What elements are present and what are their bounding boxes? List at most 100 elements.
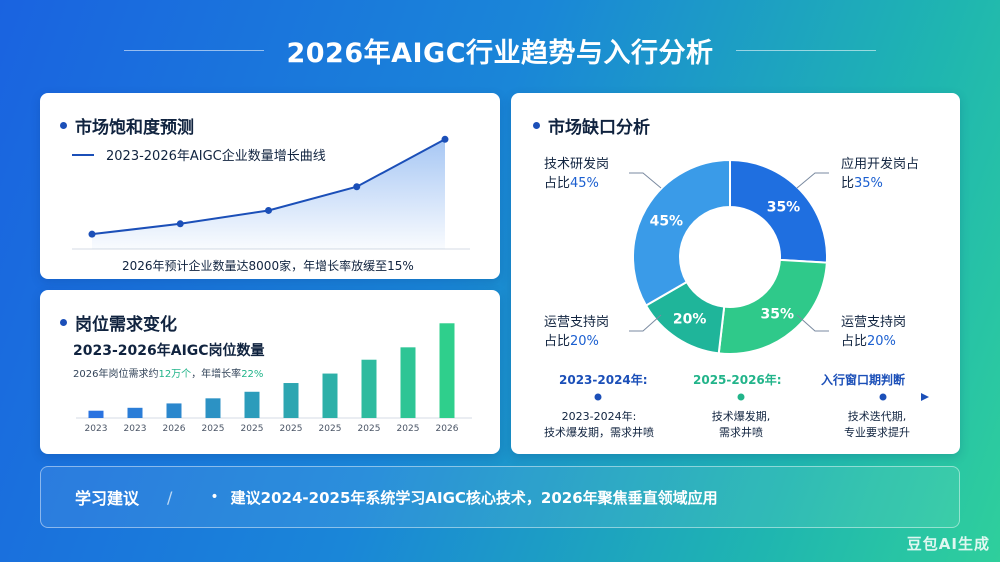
watermark: 豆包AI生成 <box>906 535 990 553</box>
bar-tick-label-1: 2023 <box>85 424 108 434</box>
demand-card: 岗位需求变化 2023-2026年AIGC岗位数量 2026年岗位需求约12万个… <box>40 290 500 454</box>
donut-slice-label-4: 45% <box>650 213 684 229</box>
bar-8 <box>361 359 377 418</box>
timeline-head-1: 2023-2024年: <box>559 373 648 387</box>
donut-slice-label-2: 35% <box>760 306 794 322</box>
advice-title: 学习建议 <box>75 489 140 508</box>
title-divider-left <box>124 49 265 51</box>
bar-4 <box>205 398 221 418</box>
bar-tick-label-2: 2023 <box>124 424 147 434</box>
donut-leader-line-2 <box>796 172 829 189</box>
timeline-desc-1-line1: 2023-2024年: <box>561 410 637 423</box>
timeline-dot-1 <box>594 393 602 401</box>
gap-label-research: 技术研发岗 占比45% <box>544 155 634 193</box>
timeline-desc-3: 技术迭代期, 专业要求提升 <box>827 409 927 441</box>
bar-tick-label-10: 2026 <box>436 424 459 434</box>
gap-card-title: 市场缺口分析 <box>533 113 650 138</box>
timeline-desc-2-line1: 技术爆发期, <box>711 410 771 423</box>
saturation-legend: 2023-2026年AIGC企业数量增长曲线 <box>72 145 326 164</box>
gap-label-appdev: 应用开发岗占 比35% <box>841 155 931 193</box>
demand-bar-chart: 2023 2023 2026 2025 2025 2025 2025 2025 2025 2026 <box>76 323 472 434</box>
bar-tick-label-5: 2025 <box>241 424 264 434</box>
timeline-head-3: 入行窗口期判断 <box>821 373 906 387</box>
advice-bar: 学习建议 / • 建议2024-2025年系统学习AIGC核心技术，2026年聚… <box>40 466 960 528</box>
timeline-dot-2 <box>737 393 745 401</box>
demand-title-text: 岗位需求变化 <box>75 315 177 335</box>
advice-separator: / <box>167 487 173 507</box>
gap-label-research-line2: 占比 <box>544 176 571 191</box>
demand-subtitle: 2023-2026年AIGC岗位数量 <box>73 343 265 359</box>
gap-label-ops-right: 运营支持岗 占比20% <box>841 313 931 351</box>
demand-card-title: 岗位需求变化 <box>60 310 177 335</box>
gap-label-appdev-line1: 应用开发岗占 <box>841 157 920 172</box>
bullet-dot-icon <box>533 122 540 129</box>
entry-timeline: 2023-2024年: 2025-2026年: 入行窗口期判断 2023-202… <box>541 371 931 451</box>
timeline-arrow-icon <box>921 393 929 401</box>
demand-note: 2026年岗位需求约12万个，年增长率22% <box>73 365 263 380</box>
gap-label-ops-left-line2: 占比 <box>544 334 571 349</box>
bullet-dot-icon <box>60 122 67 129</box>
timeline-desc-2-line2: 需求井喷 <box>719 426 763 439</box>
gap-label-research-line1: 技术研发岗 <box>544 157 610 172</box>
title-divider-right <box>735 49 876 51</box>
saturation-card: 市场饱和度预测 2023-2026年AIGC企业数量增长曲线 2026年预计企业… <box>40 93 500 279</box>
demand-note-prefix: 2026年岗位需求约 <box>73 369 159 380</box>
title-row: 2026年AIGC行业趋势与入行分析 <box>0 28 1000 72</box>
demand-note-value2: 22% <box>241 369 264 380</box>
line-chart-point-2 <box>176 220 184 228</box>
line-chart-area <box>92 139 445 249</box>
donut-slice-label-3: 20% <box>673 311 707 327</box>
donut-leader-line-1 <box>629 172 662 189</box>
bar-9 <box>400 347 416 418</box>
donut-slice-4 <box>632 158 731 307</box>
gap-label-appdev-line2: 比 <box>841 176 855 191</box>
demand-note-value1: 12万个 <box>158 369 192 380</box>
bar-6 <box>283 383 299 418</box>
donut-slice-label-1: 35% <box>767 200 801 216</box>
bar-tick-label-9: 2025 <box>397 424 420 434</box>
gap-label-research-pct: 45% <box>570 176 599 191</box>
page-title: 2026年AIGC行业趋势与入行分析 <box>286 37 714 69</box>
advice-bullet-icon: • <box>210 489 219 505</box>
bar-tick-label-3: 2026 <box>163 424 186 434</box>
line-chart-point-4 <box>353 183 361 191</box>
timeline-head-2: 2025-2026年: <box>693 373 782 387</box>
saturation-card-title: 市场饱和度预测 <box>60 113 194 138</box>
saturation-line-chart <box>72 135 470 250</box>
line-chart-point-3 <box>265 206 272 214</box>
timeline-desc-2: 技术爆发期, 需求井喷 <box>691 409 791 441</box>
bar-tick-label-7: 2025 <box>319 424 342 434</box>
timeline-desc-1: 2023-2024年: 技术爆发期，需求井喷 <box>543 409 655 441</box>
gap-donut-chart: 35% 35% 20% 45% <box>629 158 829 355</box>
timeline-dot-3 <box>879 393 887 401</box>
gap-label-ops-left-line1: 运营支持岗 <box>544 315 610 330</box>
timeline-axis <box>543 393 929 401</box>
bar-10 <box>439 323 455 418</box>
saturation-title-text: 市场饱和度预测 <box>75 118 194 138</box>
donut-slice-2 <box>717 258 828 355</box>
donut-slice-1 <box>729 158 828 264</box>
gap-title-text: 市场缺口分析 <box>548 118 650 138</box>
donut-leader-line-4 <box>796 314 829 332</box>
timeline-desc-3-line1: 技术迭代期, <box>847 410 907 423</box>
bar-3 <box>166 403 182 418</box>
timeline-desc-1-line2: 技术爆发期，需求井喷 <box>544 426 654 439</box>
saturation-caption: 2026年预计企业数量达8000家，年增长率放缓至15% <box>122 259 414 273</box>
line-chart-point-5 <box>441 135 449 143</box>
timeline-desc-3-line2: 专业要求提升 <box>844 426 910 439</box>
demand-note-mid: ，年增长率 <box>191 369 242 380</box>
saturation-legend-label: 2023-2026年AIGC企业数量增长曲线 <box>106 149 326 164</box>
gap-label-ops-right-pct: 20% <box>867 334 896 349</box>
bar-1 <box>88 410 104 418</box>
line-chart-point-1 <box>88 230 96 238</box>
bar-7 <box>322 373 338 418</box>
gap-label-ops-right-line1: 运营支持岗 <box>841 315 907 330</box>
legend-line-icon <box>72 153 94 156</box>
bar-2 <box>127 407 143 418</box>
gap-label-appdev-pct: 35% <box>854 176 883 191</box>
donut-leader-line-3 <box>629 314 662 332</box>
bar-tick-label-4: 2025 <box>202 424 225 434</box>
advice-text: 建议2024-2025年系统学习AIGC核心技术，2026年聚焦垂直领域应用 <box>230 488 718 507</box>
gap-label-ops-right-line2: 占比 <box>841 334 868 349</box>
bar-5 <box>244 391 260 418</box>
